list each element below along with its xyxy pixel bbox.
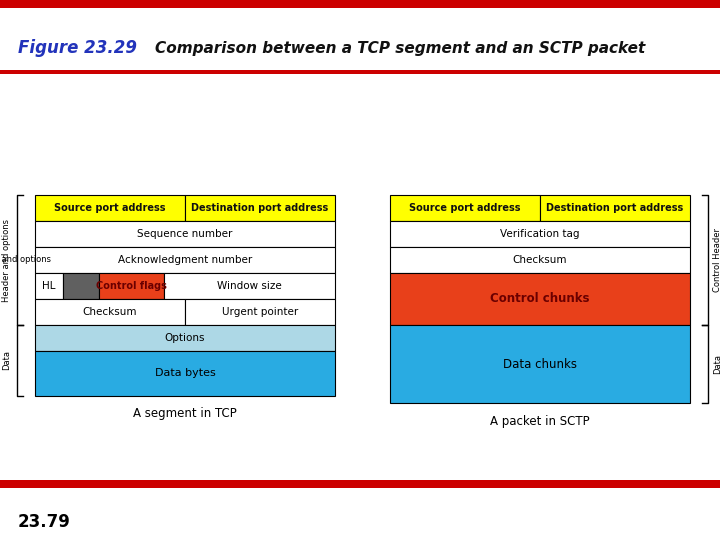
Text: Window size: Window size (217, 281, 282, 291)
Bar (164, 273, 335, 299)
Bar (35, 299, 185, 325)
Bar (99, 273, 164, 299)
Bar (390, 273, 690, 325)
Bar (390, 325, 690, 403)
Bar (390, 221, 690, 247)
Bar (185, 195, 335, 221)
Bar (0, 0, 720, 8)
Bar (0, 70, 720, 74)
Text: Checksum: Checksum (513, 255, 567, 265)
Text: HL: HL (42, 281, 55, 291)
Text: Control chunks: Control chunks (490, 293, 590, 306)
Text: Source port address: Source port address (54, 203, 166, 213)
Text: Comparison between a TCP segment and an SCTP packet: Comparison between a TCP segment and an … (155, 40, 645, 56)
Bar (540, 195, 690, 221)
Bar (390, 247, 690, 273)
Bar (0, 480, 720, 488)
Bar (35, 247, 335, 273)
Text: A packet in SCTP: A packet in SCTP (490, 415, 590, 428)
Text: Acknowledgment number: Acknowledgment number (118, 255, 252, 265)
Text: Options: Options (165, 333, 205, 343)
Text: Urgent pointer: Urgent pointer (222, 307, 298, 317)
Text: 23.79: 23.79 (18, 513, 71, 531)
Bar (390, 195, 540, 221)
Text: Control Header: Control Header (714, 228, 720, 292)
Bar (185, 299, 335, 325)
Text: Verification tag: Verification tag (500, 229, 580, 239)
Text: Destination port address: Destination port address (192, 203, 328, 213)
Text: Sequence number: Sequence number (138, 229, 233, 239)
Bar (35, 195, 185, 221)
Bar (35, 351, 335, 396)
Bar (35, 273, 63, 299)
Text: Destination port address: Destination port address (546, 203, 683, 213)
Text: Data: Data (714, 354, 720, 374)
Bar (63, 273, 99, 299)
Bar (35, 325, 335, 351)
Text: A segment in TCP: A segment in TCP (133, 408, 237, 421)
Text: Data: Data (2, 350, 12, 370)
Text: Data chunks: Data chunks (503, 357, 577, 370)
Text: Source port address: Source port address (409, 203, 521, 213)
Text: Data bytes: Data bytes (155, 368, 215, 378)
Text: Figure 23.29: Figure 23.29 (18, 39, 137, 57)
Text: Control flags: Control flags (96, 281, 166, 291)
Text: Checksum: Checksum (83, 307, 138, 317)
Bar (35, 221, 335, 247)
Text: Header and options: Header and options (2, 219, 12, 301)
Text: Header and options: Header and options (0, 255, 50, 265)
